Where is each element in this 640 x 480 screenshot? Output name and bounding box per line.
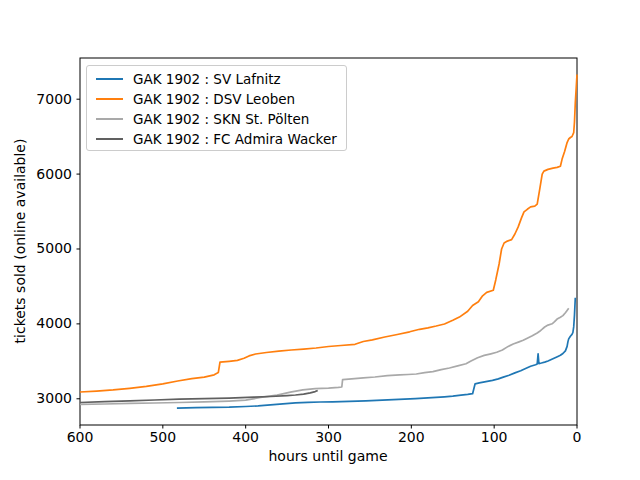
y-axis-label: tickets sold (online available)	[12, 139, 28, 344]
legend-item: GAK 1902 : FC Admira Wacker	[96, 129, 337, 149]
y-axis-ticks: 3000 4000 5000 6000 7000	[36, 91, 80, 407]
legend-item: GAK 1902 : SKN St. Pölten	[96, 109, 337, 129]
legend-label: GAK 1902 : FC Admira Wacker	[133, 129, 337, 149]
x-tick-label: 600	[67, 429, 94, 445]
legend: GAK 1902 : SV Lafnitz GAK 1902 : DSV Leo…	[86, 65, 347, 151]
x-tick-label: 500	[149, 429, 176, 445]
legend-label: GAK 1902 : SV Lafnitz	[133, 69, 281, 89]
legend-line-swatch-lafnitz	[96, 78, 123, 80]
series-line	[80, 390, 318, 402]
legend-label: GAK 1902 : DSV Leoben	[133, 89, 295, 109]
x-tick-label: 200	[398, 429, 425, 445]
y-tick-label: 6000	[36, 166, 72, 182]
x-tick-label: 400	[232, 429, 259, 445]
series-line	[80, 308, 569, 404]
chart-figure: 600 500 400 300 200 100 0 3000 4000 5000 6000 7000…	[0, 0, 640, 480]
legend-item: GAK 1902 : DSV Leoben	[96, 89, 337, 109]
y-tick-label: 4000	[36, 315, 72, 331]
x-axis-label: hours until game	[269, 448, 388, 464]
y-tick-label: 3000	[36, 390, 72, 406]
x-tick-label: 0	[573, 429, 582, 445]
legend-line-swatch-stpoelten	[96, 118, 123, 120]
legend-label: GAK 1902 : SKN St. Pölten	[133, 109, 309, 129]
x-axis-ticks: 600 500 400 300 200 100 0	[67, 425, 582, 445]
y-tick-label: 5000	[36, 240, 72, 256]
x-tick-label: 100	[481, 429, 508, 445]
series-line	[177, 298, 575, 408]
legend-line-swatch-admira	[96, 138, 123, 140]
legend-line-swatch-leoben	[96, 98, 123, 100]
legend-item: GAK 1902 : SV Lafnitz	[96, 69, 337, 89]
y-tick-label: 7000	[36, 91, 72, 107]
x-tick-label: 300	[315, 429, 342, 445]
